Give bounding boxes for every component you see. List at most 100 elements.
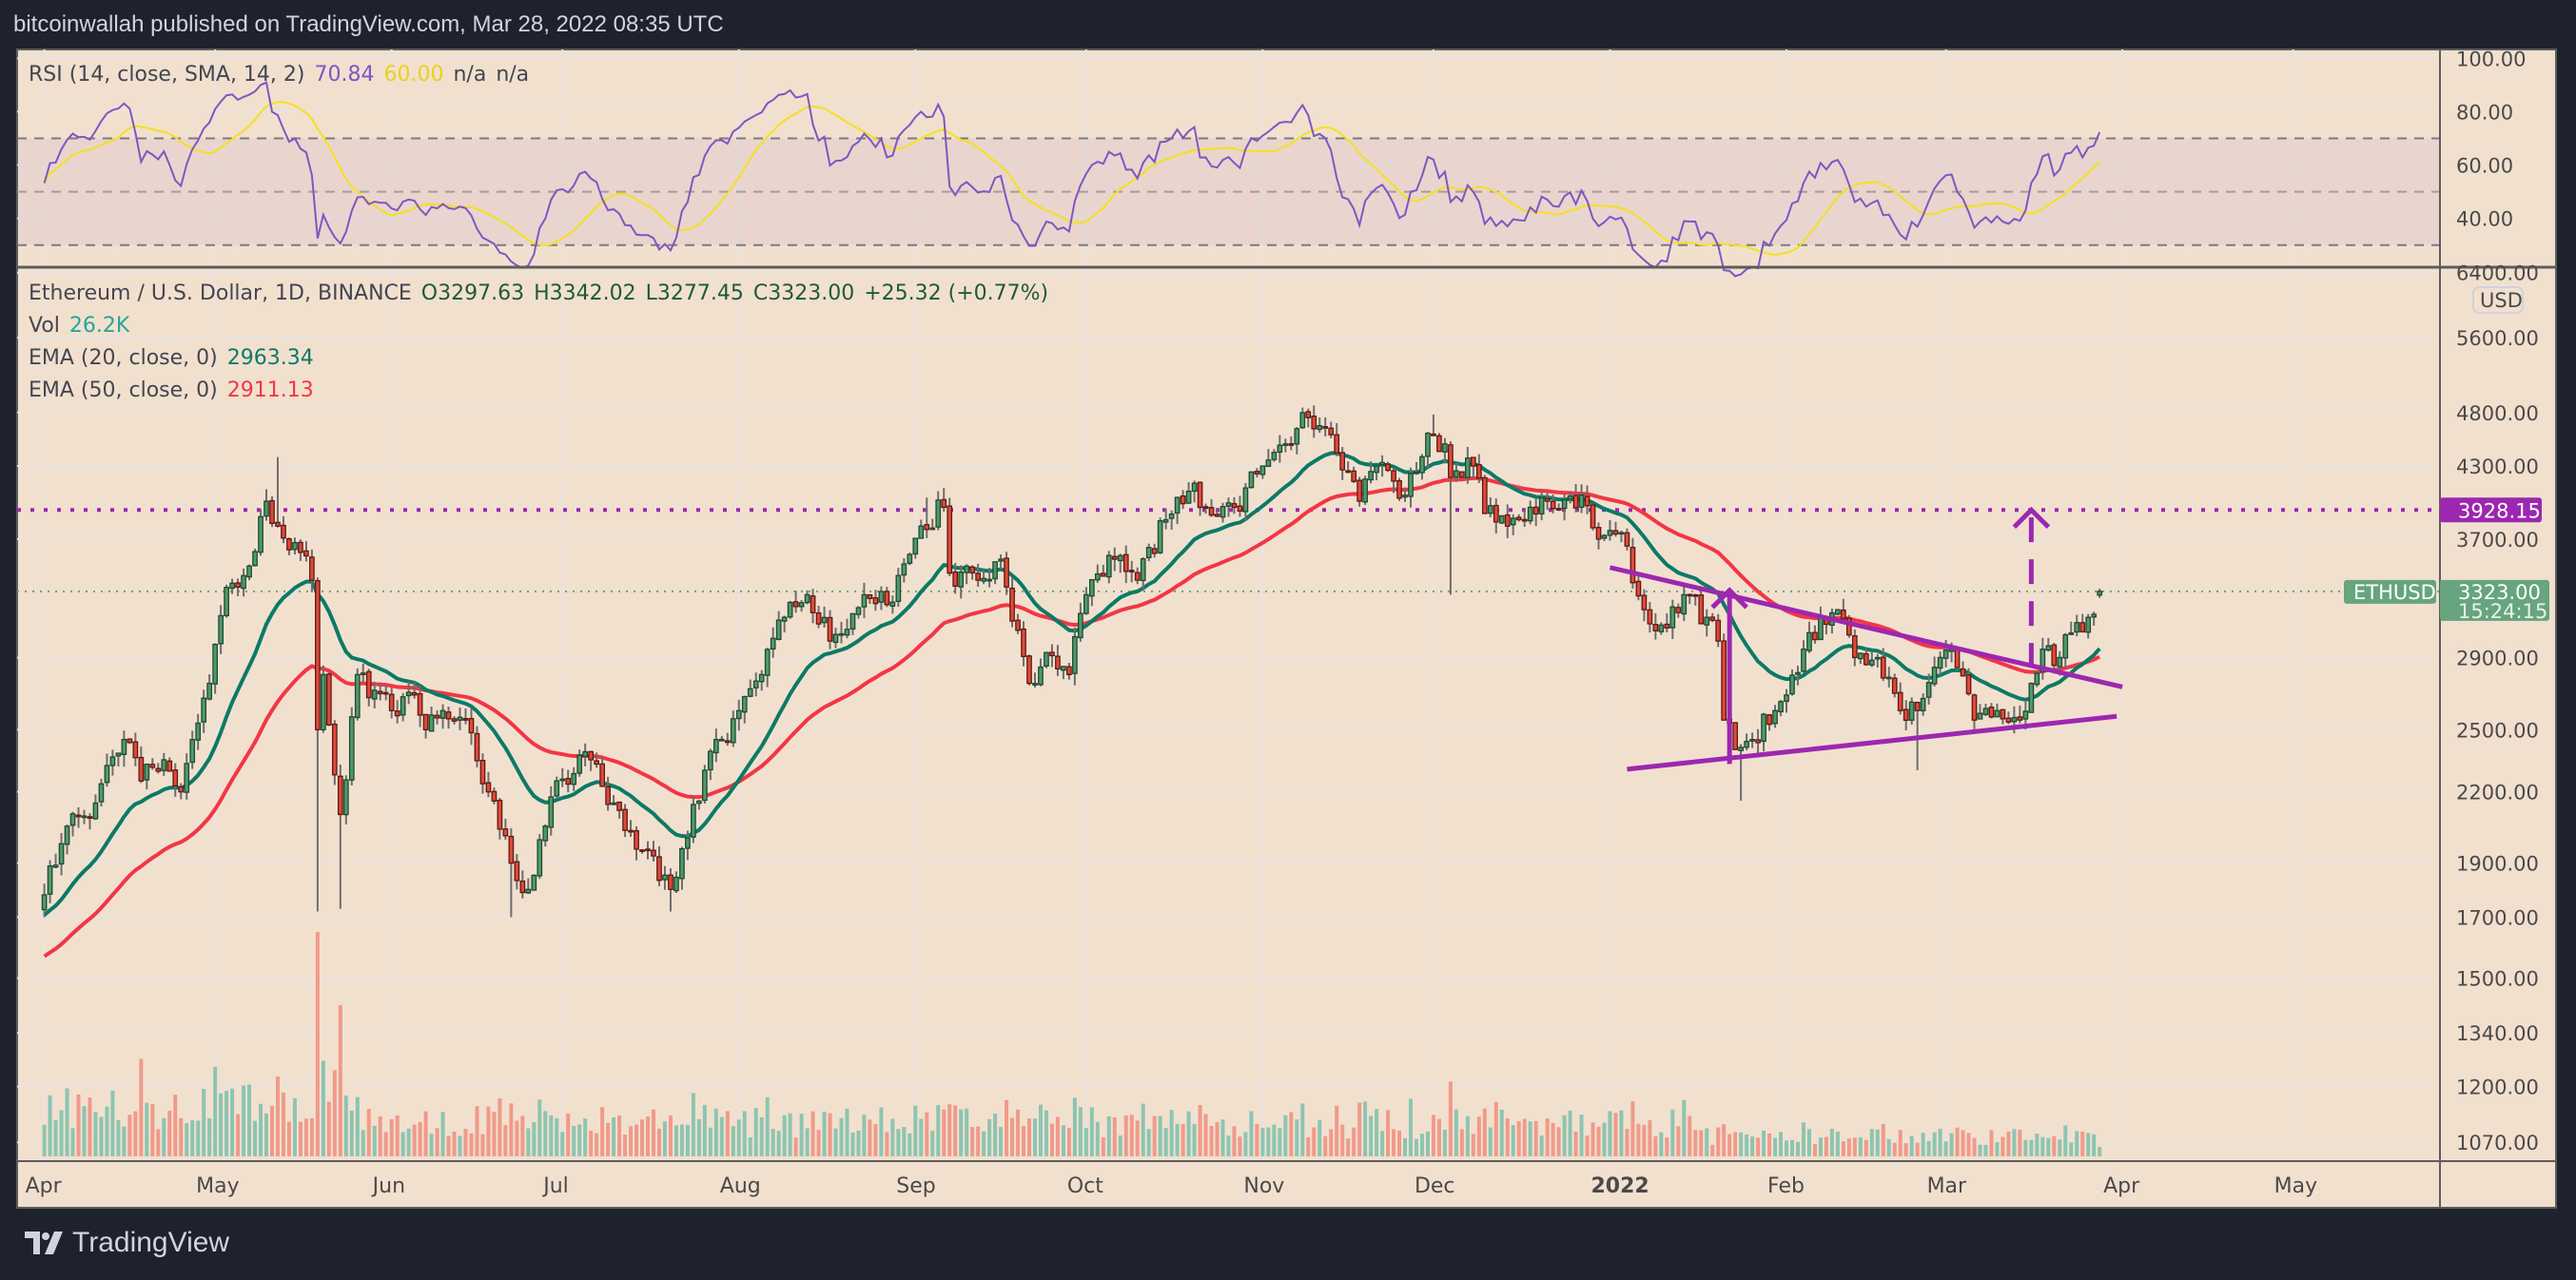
candle-body	[594, 760, 599, 766]
candle	[422, 713, 429, 739]
price-axis[interactable]: 6400.00 5600.00 4800.00 4300.00 3700.00 2900.…	[2456, 262, 2539, 1155]
volume-bar	[1921, 1133, 1925, 1156]
candle	[1835, 609, 1841, 615]
lower-trendline[interactable]	[1627, 713, 2117, 772]
currency-button[interactable]: USD	[2472, 286, 2524, 314]
ema50-legend[interactable]: EMA (50, close, 0) 2911.13	[29, 378, 323, 402]
volume-bar	[970, 1127, 975, 1156]
candle	[87, 813, 93, 830]
candle-body	[1851, 635, 1858, 659]
candle	[1465, 446, 1471, 484]
volume-bar	[930, 1131, 935, 1156]
candle	[1806, 621, 1812, 653]
candle	[1282, 438, 1289, 453]
candle-body	[969, 566, 976, 574]
candle-body	[1157, 520, 1163, 553]
volume-bar	[668, 1115, 673, 1156]
candle	[582, 743, 589, 766]
candle-body	[1761, 713, 1766, 743]
candle-body	[1111, 555, 1118, 560]
candle	[1168, 510, 1175, 531]
volume-bar	[99, 1116, 104, 1156]
price-tick-label: 1340.00	[2456, 1022, 2539, 1045]
time-axis[interactable]: Apr May Jun Jul Aug Sep Oct Nov Dec 2022 Feb Mar Apr…	[26, 1174, 2318, 1198]
volume-bar	[2006, 1131, 2011, 1156]
rsi-axis[interactable]: 100.00 80.00 60.00 40.00	[2456, 48, 2526, 230]
candle-body	[172, 769, 179, 787]
tradingview-footer[interactable]: TradingView	[25, 1227, 229, 1259]
symbol-legend[interactable]: Ethereum / U.S. Dollar, 1D, BINANCE O3297…	[29, 281, 1058, 305]
rsi-legend[interactable]: RSI (14, close, SMA, 14, 2) 70.84 60.00 n/a…	[29, 63, 538, 87]
rsi-na-2: n/a	[496, 63, 530, 87]
candle	[901, 557, 907, 583]
candle-body	[382, 691, 389, 695]
candle-body	[752, 680, 759, 688]
target-arrow-head-icon	[2012, 506, 2051, 530]
candle	[707, 748, 713, 781]
candle-body	[1880, 656, 1886, 679]
candle	[1032, 672, 1038, 688]
candle-body	[87, 816, 93, 820]
candle-body	[1191, 482, 1198, 493]
target-arrow[interactable]	[2012, 506, 2051, 669]
candle-body	[1669, 606, 1676, 629]
candle	[411, 681, 418, 699]
candle-body	[952, 571, 959, 588]
volume-bar	[145, 1102, 149, 1156]
candle-body	[1015, 619, 1021, 631]
volume-bar	[321, 1060, 325, 1156]
volume-bar	[1425, 1131, 1430, 1156]
ema20-legend[interactable]: EMA (20, close, 0) 2963.34	[29, 346, 323, 370]
candle-body	[1475, 463, 1482, 479]
volume-legend[interactable]: Vol 26.2K	[29, 314, 139, 338]
candle-body	[1339, 452, 1346, 471]
candle-body	[81, 815, 88, 819]
pole-arrow[interactable]	[1710, 587, 1748, 765]
candle	[1339, 447, 1346, 480]
candle-body	[1374, 465, 1379, 474]
volume-bar	[623, 1135, 628, 1156]
candle	[889, 595, 896, 614]
candle	[2085, 613, 2092, 639]
candle	[127, 738, 133, 745]
candle-body	[1237, 505, 1243, 513]
ema50-value: 2911.13	[226, 378, 314, 402]
volume-bar	[264, 1113, 269, 1156]
candle-body	[1345, 470, 1352, 474]
volume-bar	[1215, 1122, 1220, 1156]
volume-bar	[879, 1107, 884, 1156]
volume-bar	[965, 1108, 969, 1156]
candle-body	[508, 835, 515, 864]
candle	[1761, 712, 1766, 752]
candle-body	[2000, 708, 2006, 720]
candle	[1328, 421, 1335, 438]
volume-bar	[1089, 1107, 1094, 1156]
volume-bar	[281, 1092, 285, 1156]
volume-bar	[1682, 1099, 1687, 1156]
volume-bar	[2046, 1137, 2051, 1156]
trend-drawings[interactable]	[1609, 506, 2123, 772]
candle-body	[1891, 677, 1898, 694]
candle-body	[1595, 527, 1602, 540]
volume-bar	[1044, 1110, 1048, 1156]
candle-body	[1396, 479, 1402, 499]
volume-bar	[2092, 1134, 2097, 1156]
volume-bar	[1533, 1120, 1538, 1156]
candle	[1425, 432, 1431, 468]
volume-bar	[2035, 1134, 2039, 1156]
volume-bar	[577, 1124, 582, 1156]
candle	[752, 672, 759, 697]
candle-body	[1044, 651, 1049, 668]
candle	[1675, 603, 1682, 618]
candle-body	[1066, 666, 1072, 676]
bar-countdown-text: 15:24:15	[2458, 600, 2547, 623]
candle	[52, 853, 59, 868]
volume-bar	[936, 1105, 941, 1156]
upper-trendline[interactable]	[1609, 565, 2123, 689]
candle	[1004, 552, 1009, 595]
candle-body	[1094, 572, 1101, 581]
volume-bar	[224, 1090, 229, 1156]
volume-bar	[202, 1089, 206, 1156]
candle-body	[707, 750, 713, 771]
